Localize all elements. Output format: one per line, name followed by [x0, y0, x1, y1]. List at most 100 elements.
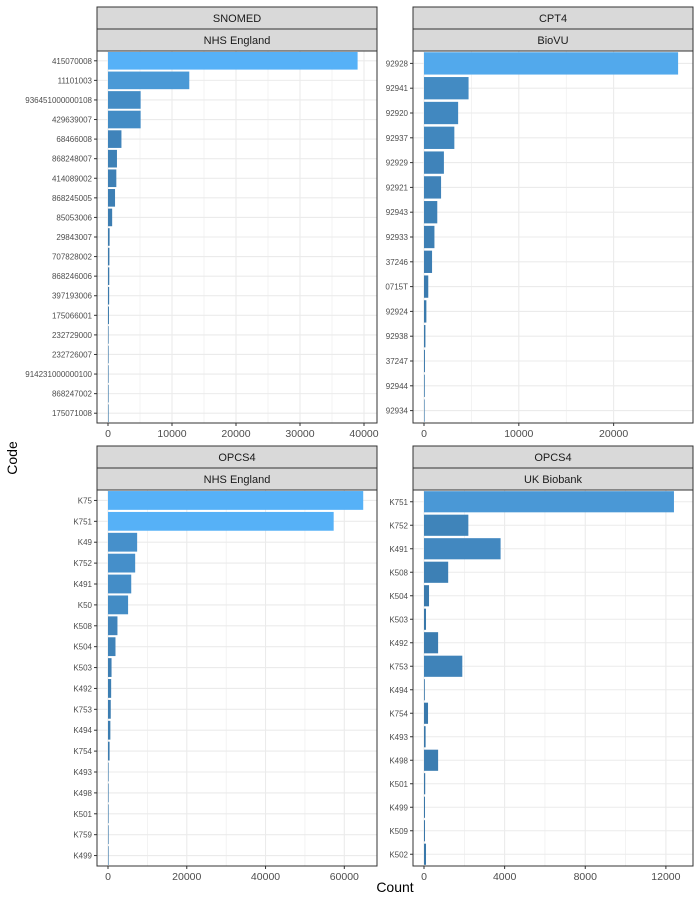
y-tick-label: K753: [389, 662, 408, 671]
y-tick-label: K754: [389, 709, 408, 718]
y-tick-label: K501: [389, 780, 408, 789]
y-tick-label: 707828002: [52, 253, 93, 262]
bar: [424, 176, 442, 199]
y-tick-label: 11101003: [58, 76, 93, 85]
y-tick-label: K759: [73, 831, 92, 840]
bar: [108, 574, 132, 594]
y-tick-label: K499: [73, 852, 92, 861]
y-tick-label: K504: [73, 643, 92, 652]
bar: [108, 846, 109, 865]
bar: [424, 632, 439, 654]
bar: [424, 300, 427, 323]
y-tick-label: 92943: [386, 208, 409, 217]
y-tick-label: K752: [389, 521, 408, 530]
y-tick-label: 868246006: [52, 272, 93, 281]
x-tick-label: 10000: [157, 428, 186, 440]
bar: [108, 658, 112, 677]
y-tick-label: 0715T: [385, 283, 408, 292]
y-tick-label: K751: [73, 517, 92, 526]
y-tick-label: 868248007: [52, 155, 93, 164]
y-tick-label: 397193006: [52, 292, 93, 301]
y-tick-label: K499: [389, 803, 408, 812]
strip-top-label: SNOMED: [213, 13, 261, 25]
bar: [424, 491, 674, 513]
y-tick-label: K504: [389, 592, 408, 601]
bar: [108, 228, 110, 246]
y-tick-label: K493: [73, 768, 92, 777]
bar: [108, 616, 118, 636]
bar: [424, 608, 427, 630]
x-tick-label: 30000: [285, 428, 314, 440]
bar: [108, 326, 109, 344]
bar: [108, 553, 136, 573]
bar: [108, 189, 116, 207]
y-tick-label: 175066001: [52, 311, 93, 320]
y-tick-label: 868245005: [52, 194, 93, 203]
x-tick-label: 8000: [574, 871, 598, 883]
bar: [424, 250, 433, 273]
bar: [424, 77, 469, 100]
y-tick-label: 414089002: [52, 174, 93, 183]
bar: [108, 91, 141, 109]
y-tick-label: K509: [389, 827, 408, 836]
bar: [424, 514, 469, 536]
bar: [108, 762, 109, 782]
strip-bottom-label: UK Biobank: [524, 474, 583, 486]
y-tick-label: K498: [73, 789, 92, 798]
y-tick-label: 92928: [386, 59, 409, 68]
x-tick-label: 20000: [172, 871, 201, 883]
bar: [108, 208, 113, 227]
bar: [108, 825, 109, 845]
bar: [424, 773, 426, 795]
y-tick-label: 868247002: [52, 390, 93, 399]
bar: [108, 783, 109, 803]
y-tick-label: 92924: [386, 307, 409, 316]
y-tick-label: K753: [73, 705, 92, 714]
facet-panel: OPCS4 NHS England K75 K751 K49 K752 K491 K50 K50…: [73, 445, 378, 883]
bar: [108, 532, 138, 552]
bar: [108, 384, 109, 403]
bar: [108, 51, 358, 70]
x-tick-label: 0: [421, 871, 427, 883]
y-tick-label: 914231000000100: [25, 370, 92, 379]
strip-bottom-label: NHS England: [204, 35, 271, 47]
y-tick-label: K751: [389, 498, 408, 507]
y-tick-label: K494: [389, 686, 408, 695]
y-tick-label: 29843007: [56, 233, 92, 242]
y-tick-label: 415070008: [52, 57, 93, 66]
bar: [424, 151, 444, 174]
bar: [108, 595, 129, 615]
y-tick-label: 175071008: [52, 409, 93, 418]
bar: [424, 796, 426, 818]
bar: [424, 726, 426, 748]
y-tick-label: 92933: [386, 233, 409, 242]
panel-border: [96, 489, 378, 867]
y-tick-label: 92941: [386, 84, 409, 93]
bar: [108, 365, 109, 383]
y-tick-label: 232726007: [52, 350, 93, 359]
y-axis-title: Code: [4, 441, 20, 475]
bar: [108, 267, 110, 285]
y-tick-label: 92934: [386, 407, 409, 416]
facet-panel: CPT4 BioVU 92928 92941 92920 92937 92929 92921 9…: [385, 6, 694, 440]
y-tick-label: K49: [78, 538, 93, 547]
bar: [108, 699, 111, 719]
y-tick-label: 92944: [386, 382, 409, 391]
bar: [108, 345, 109, 364]
y-tick-label: 429639007: [52, 116, 93, 125]
y-tick-label: K494: [73, 726, 92, 735]
y-tick-label: K508: [73, 622, 92, 631]
bar: [424, 325, 426, 348]
bar: [424, 101, 459, 125]
y-tick-label: K493: [389, 733, 408, 742]
bar: [108, 637, 116, 657]
bar: [108, 404, 109, 423]
facet-panel: SNOMED NHS England 415070008 11101003 936451…: [25, 6, 379, 440]
bar: [108, 247, 110, 266]
y-tick-label: K752: [73, 559, 92, 568]
y-tick-label: 92929: [386, 159, 409, 168]
x-tick-label: 40000: [251, 871, 280, 883]
strip-bottom-label: BioVU: [537, 35, 568, 47]
y-tick-label: 68466008: [56, 135, 92, 144]
